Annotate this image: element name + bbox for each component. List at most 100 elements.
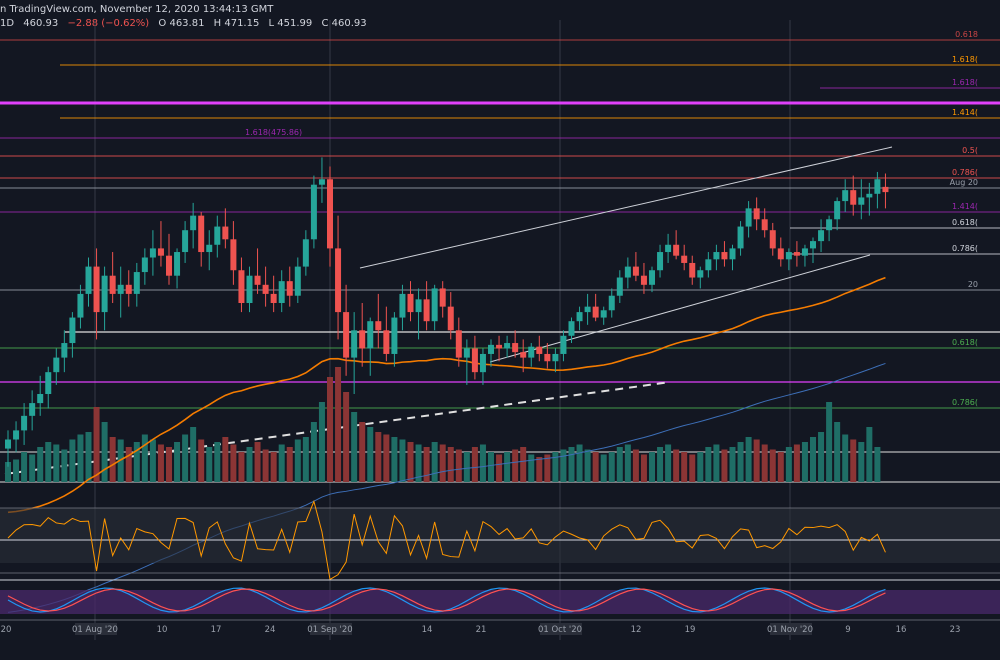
volume-bar (109, 437, 116, 482)
candle-body (560, 335, 567, 354)
x-tick-label: 10 (157, 625, 168, 635)
candle-body (801, 248, 808, 256)
candle-body (544, 353, 551, 362)
candle-body (415, 299, 422, 313)
candle-body (737, 226, 744, 249)
candle-body (705, 259, 712, 271)
volume-bar (415, 444, 422, 482)
price-change: −2.88 (−0.62%) (67, 18, 150, 29)
volume-bar (294, 439, 301, 482)
candle-body (665, 244, 672, 253)
candle-body (174, 252, 181, 276)
volume-bar (439, 444, 446, 482)
fib-level-label: 1.414( (952, 202, 978, 211)
volume-bar (608, 452, 615, 482)
volume-bar (471, 447, 478, 482)
candle-body (141, 257, 148, 273)
candle-body (866, 193, 873, 198)
candle-body (753, 208, 760, 220)
volume-bar (713, 444, 720, 482)
candle-body (850, 190, 857, 205)
volume-bar (697, 452, 704, 482)
candle-body (262, 284, 269, 294)
volume-bar (632, 449, 639, 482)
volume-bar (230, 444, 237, 482)
candle-body (745, 208, 752, 227)
candle-body (302, 239, 309, 267)
candle-body (327, 179, 333, 249)
fib-level-label: 1.414( (952, 108, 978, 117)
volume-bar (246, 447, 253, 482)
volume-bar (737, 442, 744, 482)
volume-bar (753, 439, 760, 482)
candle-body (882, 186, 889, 193)
candle-body (69, 317, 76, 344)
volume-bar (810, 437, 816, 482)
volume-bar (343, 392, 350, 482)
header-ohlc: 1D 460.93 −2.88 (−0.62%) O 463.81 H 471.… (0, 16, 373, 32)
candle-body (568, 321, 575, 336)
candle-body (536, 346, 543, 354)
volume-bar (407, 442, 414, 482)
candle-body (214, 226, 221, 245)
candle-body (21, 415, 28, 431)
candle-body (246, 275, 253, 303)
volume-bar (576, 444, 583, 482)
candle-body (375, 321, 382, 331)
x-tick-box (310, 623, 352, 635)
candle-body (254, 275, 261, 285)
volume-bar (834, 422, 841, 482)
volume-bar (351, 412, 358, 482)
volume-bar (721, 449, 728, 482)
volume-bar (262, 449, 269, 482)
x-tick-label: 21 (476, 625, 487, 635)
candle-body (351, 330, 358, 358)
volume-bar (278, 444, 285, 482)
candle-body (463, 348, 470, 358)
x-tick-label: 14 (422, 625, 433, 635)
candle-body (399, 293, 406, 318)
volume-bar (375, 432, 382, 482)
volume-bar (318, 402, 325, 482)
volume-bar (455, 449, 462, 482)
volume-bar (850, 439, 857, 482)
x-tick-box (75, 623, 117, 635)
candle-body (61, 343, 68, 358)
source-line: n TradingView.com, November 12, 2020 13:… (0, 4, 274, 15)
header-source: n TradingView.com, November 12, 2020 13:… (0, 0, 273, 20)
volume-bar (826, 402, 833, 482)
volume-bar (640, 454, 647, 482)
fib-level-label: 0.786( (952, 168, 978, 177)
candle-body (278, 281, 285, 303)
high-value: H 471.15 (213, 18, 260, 29)
volume-bar (818, 432, 825, 482)
candle-body (439, 288, 446, 307)
volume-bar (53, 444, 60, 482)
x-tick-label: 17 (211, 625, 222, 635)
volume-bar (367, 427, 374, 482)
candle-body (769, 230, 776, 249)
candle-body (85, 266, 92, 294)
candle-body (29, 403, 36, 416)
candle-body (488, 344, 494, 354)
volume-bar (21, 452, 28, 482)
fib-level-label: 0.5( (962, 146, 978, 155)
candle-body (230, 239, 237, 271)
volume-bar (689, 454, 696, 482)
volume-bar (584, 449, 591, 482)
candle-body (528, 346, 535, 358)
x-tick-box (770, 623, 812, 635)
volume-bar (85, 432, 92, 482)
stoch-d-line (7, 588, 886, 612)
volume-bar (536, 457, 543, 482)
volume-bar (190, 427, 197, 482)
fib-level-label: 0.618 (955, 30, 978, 39)
volume-bar (141, 434, 148, 482)
low-value: L 451.99 (268, 18, 313, 29)
candle-body (431, 288, 438, 322)
volume-bar (93, 407, 100, 482)
x-tick-label: 01 Oct '20 (538, 625, 582, 635)
volume-bar (399, 439, 406, 482)
candle-body (318, 179, 325, 185)
